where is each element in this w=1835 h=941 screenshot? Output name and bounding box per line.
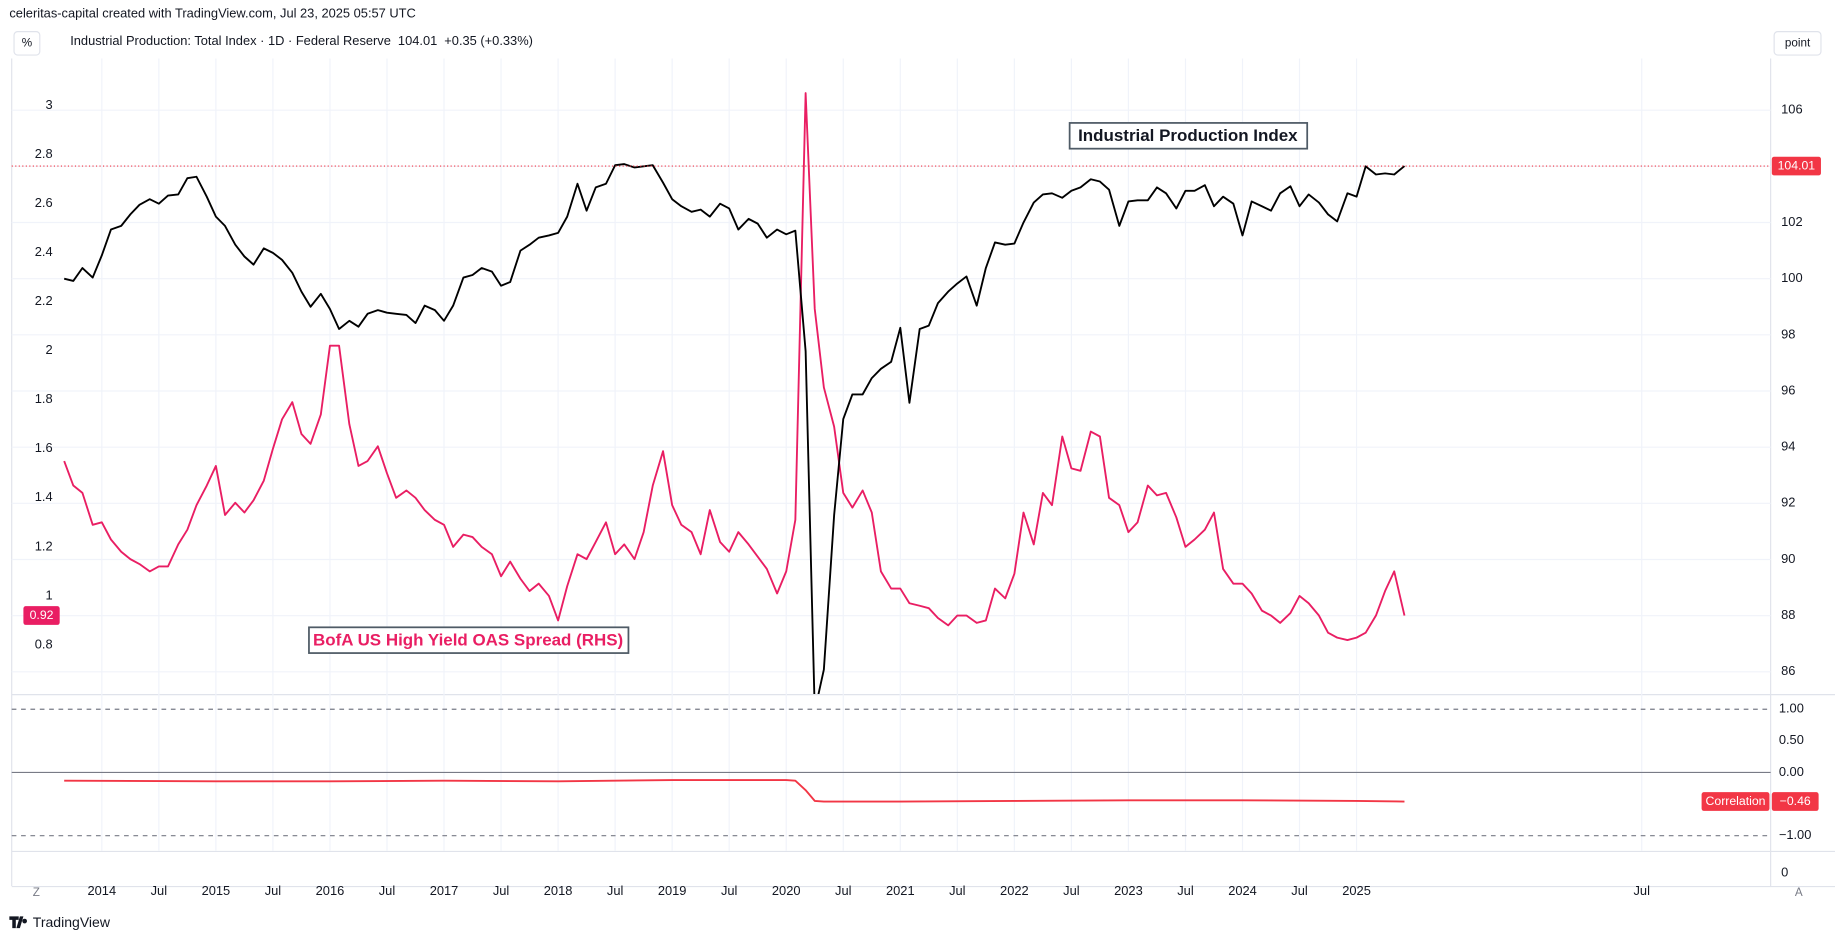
indicator-badge-name: Correlation <box>1706 794 1766 808</box>
x-tick-label: 2025 <box>1342 883 1371 898</box>
x-tick-label: 2014 <box>88 883 117 898</box>
x-tick-label: 2021 <box>886 883 915 898</box>
price-badge-label: 0.92 <box>30 608 54 622</box>
y2-tick-label: 96 <box>1781 382 1795 397</box>
indicator-badge <box>1771 792 1819 811</box>
x-tick-label: 2018 <box>544 883 573 898</box>
scale-button[interactable]: Z <box>33 886 40 899</box>
x-tick-label: 2022 <box>1000 883 1029 898</box>
y-tick-label: 1 <box>46 587 53 602</box>
y2-tick-label: 94 <box>1781 439 1795 454</box>
annotation-box <box>1068 122 1309 150</box>
x-tick-label: Jul <box>265 883 281 898</box>
legend-change: +0.35 (+0.33%) <box>444 34 533 49</box>
x-tick-label: 2023 <box>1114 883 1143 898</box>
annotation: Industrial Production Index <box>1078 126 1298 145</box>
series-line <box>63 163 1406 695</box>
y2-tick-label: 102 <box>1781 214 1802 229</box>
x-tick-label: Jul <box>1634 883 1650 898</box>
x-tick-label: Jul <box>1291 883 1307 898</box>
y-tick-label: 2.8 <box>35 146 53 161</box>
right-unit[interactable]: point <box>1785 36 1811 49</box>
y-tick-label: 1.2 <box>35 538 53 553</box>
y-tick-label: 1.6 <box>35 440 53 455</box>
y-tick-label: 1.00 <box>1779 701 1804 716</box>
legend-name: Industrial Production: Total Index · 1D … <box>70 34 391 49</box>
price-badge-label: 104.01 <box>1778 158 1816 172</box>
x-tick-label: 2020 <box>772 883 801 898</box>
right-unit-box[interactable] <box>1773 31 1822 56</box>
series-line <box>64 779 1405 803</box>
legend-value: 104.01 <box>398 34 437 49</box>
legend: Industrial Production: Total Index · 1D … <box>70 34 533 49</box>
series-line <box>63 92 1406 641</box>
y-tick-label: 0.8 <box>35 636 53 651</box>
indicator-badge-value: −0.46 <box>1780 794 1811 808</box>
left-unit-box[interactable] <box>13 31 41 56</box>
x-tick-label: Jul <box>835 883 851 898</box>
left-unit[interactable]: % <box>22 36 32 49</box>
y2-tick-label: 106 <box>1781 102 1802 117</box>
price-badge <box>1771 156 1821 176</box>
x-tick-label: Jul <box>151 883 167 898</box>
x-tick-label: 2019 <box>658 883 687 898</box>
credit: celeritas-capital created with TradingVi… <box>9 5 415 20</box>
y-tick-label: 2.6 <box>35 195 53 210</box>
y2-tick-label: 90 <box>1781 551 1795 566</box>
price-badge <box>23 606 60 625</box>
y-tick-label: 0.50 <box>1779 732 1804 747</box>
indicator-badge <box>1701 792 1770 811</box>
y-tick-label: 2.2 <box>35 293 53 308</box>
x-tick-label: Jul <box>379 883 395 898</box>
x-tick-label: Jul <box>1063 883 1079 898</box>
y2-tick-label: 100 <box>1781 270 1802 285</box>
y-tick-label: −1.00 <box>1779 827 1812 842</box>
y-tick-label: 0 <box>1781 864 1788 879</box>
x-tick-label: Jul <box>1177 883 1193 898</box>
y2-tick-label: 98 <box>1781 326 1795 341</box>
y2-tick-label: 88 <box>1781 607 1795 622</box>
x-tick-label: 2016 <box>316 883 345 898</box>
y-tick-label: 2 <box>46 342 53 357</box>
logo <box>9 916 27 929</box>
x-tick-label: Jul <box>721 883 737 898</box>
brand: TradingView <box>33 914 111 930</box>
y-tick-label: 1.4 <box>35 489 53 504</box>
y-tick-label: 2.4 <box>35 244 53 259</box>
x-tick-label: Jul <box>949 883 965 898</box>
x-tick-label: Jul <box>493 883 509 898</box>
y2-tick-label: 86 <box>1781 663 1795 678</box>
x-tick-label: Jul <box>607 883 623 898</box>
y-tick-label: 1.8 <box>35 391 53 406</box>
annotation: BofA US High Yield OAS Spread (RHS) <box>313 630 623 649</box>
y2-tick-label: 92 <box>1781 495 1795 510</box>
y-tick-label: 3 <box>46 97 53 112</box>
x-tick-label: 2024 <box>1228 883 1257 898</box>
y-tick-label: 0.00 <box>1779 764 1804 779</box>
x-tick-label: 2015 <box>202 883 231 898</box>
auto-button[interactable]: A <box>1795 886 1803 899</box>
annotation-box <box>308 626 630 654</box>
x-tick-label: 2017 <box>430 883 459 898</box>
